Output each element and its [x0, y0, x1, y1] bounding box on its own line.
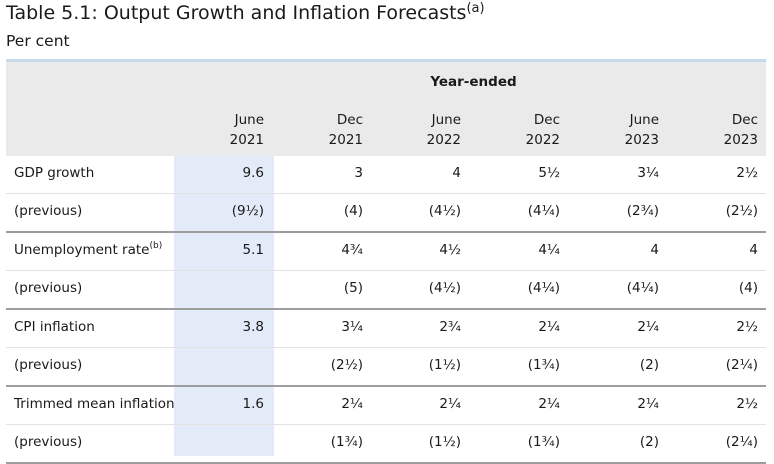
row-label-text: (previous): [14, 357, 83, 373]
table-cell: 4¾: [341, 242, 363, 258]
row-label: CPI inflation: [14, 319, 95, 335]
column-header: June 2021: [194, 110, 264, 150]
table-cell: 2½: [736, 165, 758, 181]
table-cell: (2¼): [725, 434, 758, 450]
table-cell: (4): [738, 280, 758, 296]
table-cell: 2¼: [637, 396, 659, 412]
column-header: Dec 2022: [490, 110, 560, 150]
forecast-row: Trimmed mean inflation 1.6 2¼ 2¼ 2¼ 2¼ 2½: [6, 387, 766, 425]
row-label: (previous): [14, 357, 82, 373]
row-label: (previous): [14, 434, 82, 450]
table-title: Table 5.1: Output Growth and Inflation F…: [6, 2, 485, 24]
column-header-month: Dec: [731, 112, 758, 128]
table-cell: (2½): [725, 203, 758, 219]
table-cell: (4¼): [626, 280, 659, 296]
table-cell: 2¼: [538, 396, 560, 412]
column-header-month: June: [629, 112, 659, 128]
table-cell: 3¼: [637, 165, 659, 181]
row-label-text: GDP growth: [14, 165, 95, 181]
column-header-year: 2023: [723, 132, 758, 148]
row-label-text: CPI inflation: [14, 319, 95, 335]
column-header-month: June: [234, 112, 264, 128]
table-cell: (2½): [330, 357, 363, 373]
table-top-rule: [6, 59, 766, 62]
row-label-text: (previous): [14, 203, 83, 219]
table-cell: 2¼: [341, 396, 363, 412]
row-label-text: Trimmed mean inflation: [14, 396, 175, 412]
table-cell: 3¼: [341, 319, 363, 335]
column-header-year: 2022: [525, 132, 560, 148]
table-cell: 5.1: [242, 242, 264, 258]
table-cell: 4: [749, 242, 758, 258]
column-header-year: 2023: [624, 132, 659, 148]
table-cell: (1¾): [527, 434, 560, 450]
column-header: Dec 2023: [688, 110, 758, 150]
row-label: Unemployment rate(b): [14, 241, 163, 259]
row-label-text: Unemployment rate: [14, 242, 150, 258]
table-cell: 4: [452, 165, 461, 181]
column-header: June 2022: [391, 110, 461, 150]
table-cell: 4½: [439, 242, 461, 258]
table-cell: (1½): [428, 357, 461, 373]
previous-forecast-row: (previous) (1¾) (1½) (1¾) (2) (2¼): [6, 425, 766, 464]
previous-forecast-row: (previous) (2½) (1½) (1¾) (2) (2¼): [6, 348, 766, 387]
column-header-year: 2021: [328, 132, 363, 148]
column-header-month: Dec: [533, 112, 560, 128]
column-header-year: 2021: [229, 132, 264, 148]
table-cell: (4¼): [527, 280, 560, 296]
forecast-table: Year-ended June 2021 Dec 2021 June 2022 Dec 202…: [6, 59, 766, 464]
title-footnote-marker: (a): [466, 1, 485, 16]
column-header: Dec 2021: [293, 110, 363, 150]
row-footnote-marker: (b): [149, 241, 163, 251]
table-cell: (2): [639, 357, 659, 373]
row-label-text: (previous): [14, 280, 83, 296]
year-ended-header: Year-ended: [430, 74, 517, 90]
table-cell: 2¼: [439, 396, 461, 412]
table-cell: (4½): [428, 280, 461, 296]
table-cell: 5½: [538, 165, 560, 181]
forecast-row: CPI inflation 3.8 3¼ 2¾ 2¼ 2¼ 2½: [6, 310, 766, 348]
table-cell: 3: [354, 165, 363, 181]
column-header-year: 2022: [426, 132, 461, 148]
row-label: Trimmed mean inflation: [14, 396, 175, 412]
table-cell: (1¾): [330, 434, 363, 450]
row-label-text: (previous): [14, 434, 83, 450]
table-cell: 4: [650, 242, 659, 258]
table-cell: (4¼): [527, 203, 560, 219]
table-cell: (4): [343, 203, 363, 219]
table-title-text: Table 5.1: Output Growth and Inflation F…: [6, 2, 467, 24]
current-column-highlight: [174, 156, 274, 456]
table-cell: 4¼: [538, 242, 560, 258]
table-cell: 3.8: [242, 319, 264, 335]
table-cell: 1.6: [242, 396, 264, 412]
table-header: Year-ended June 2021 Dec 2021 June 2022 Dec 202…: [6, 62, 766, 156]
column-header: June 2023: [589, 110, 659, 150]
table-cell: (2): [639, 434, 659, 450]
table-subtitle: Per cent: [6, 32, 70, 50]
table-cell: 2¼: [538, 319, 560, 335]
table-cell: (2¼): [725, 357, 758, 373]
table-cell: 9.6: [242, 165, 264, 181]
previous-forecast-row: (previous) (9½) (4) (4½) (4¼) (2¾) (2½): [6, 194, 766, 233]
table-cell: (1½): [428, 434, 461, 450]
table-cell: 2¾: [439, 319, 461, 335]
forecast-row: GDP growth 9.6 3 4 5½ 3¼ 2½: [6, 156, 766, 194]
previous-forecast-row: (previous) (5) (4½) (4¼) (4¼) (4): [6, 271, 766, 310]
row-label: GDP growth: [14, 165, 94, 181]
table-cell: 2½: [736, 396, 758, 412]
column-header-month: June: [431, 112, 461, 128]
table-cell: (1¾): [527, 357, 560, 373]
forecast-row: Unemployment rate(b) 5.1 4¾ 4½ 4¼ 4 4: [6, 233, 766, 271]
table-cell: 2½: [736, 319, 758, 335]
column-header-month: Dec: [336, 112, 363, 128]
table-cell: (2¾): [626, 203, 659, 219]
table-cell: 2¼: [637, 319, 659, 335]
table-cell: (9½): [231, 203, 264, 219]
row-label: (previous): [14, 280, 82, 296]
row-label: (previous): [14, 203, 82, 219]
table-cell: (4½): [428, 203, 461, 219]
table-body: GDP growth 9.6 3 4 5½ 3¼ 2½ (previous) (9½) (4) (4…: [6, 156, 766, 464]
table-cell: (5): [343, 280, 363, 296]
